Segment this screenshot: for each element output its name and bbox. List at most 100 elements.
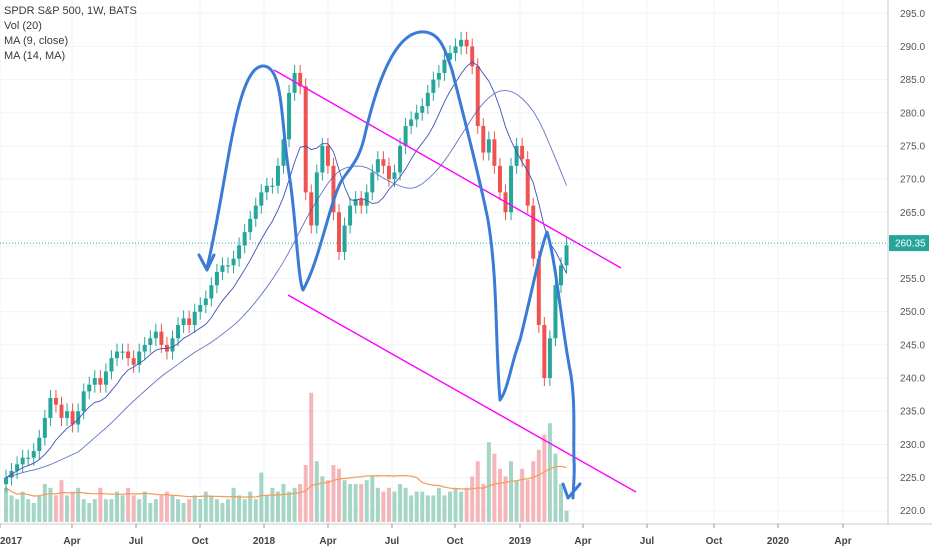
- candle-body: [26, 457, 31, 459]
- candle-body: [509, 165, 514, 213]
- candle-body: [103, 371, 108, 385]
- volume-bar: [492, 453, 497, 522]
- volume-bar: [109, 499, 114, 522]
- candle-body: [137, 351, 142, 365]
- volume-bar: [448, 491, 452, 522]
- volume-bar: [59, 480, 64, 522]
- y-tick-label: 235.0: [900, 407, 925, 418]
- volume-bar: [242, 499, 247, 522]
- candle-body: [303, 86, 308, 193]
- legend-volume[interactable]: Vol (20): [4, 20, 42, 32]
- volume-bar: [220, 503, 225, 522]
- candle-body: [337, 212, 341, 253]
- volume-bar: [137, 499, 142, 522]
- candle-body: [492, 139, 497, 166]
- volume-bar: [259, 472, 264, 522]
- candle-body: [259, 192, 264, 206]
- current-price-tag: [889, 235, 929, 252]
- x-tick-label: Apr: [574, 536, 591, 547]
- legend-ma-ma[interactable]: MA (14, MA): [4, 50, 66, 62]
- volume-bar: [470, 476, 475, 522]
- candle-body: [448, 53, 452, 60]
- legend: SPDR S&P 500, 1W, BATS Vol (20) MA (9, c…: [4, 4, 137, 64]
- candle-body: [131, 358, 136, 365]
- x-tick-label: 2017: [0, 536, 23, 547]
- volume-bar: [142, 491, 147, 522]
- candle-body: [409, 119, 414, 127]
- ma-14-line: [5, 89, 567, 479]
- price-axis-bg: [888, 0, 932, 550]
- volume-bar: [542, 434, 547, 522]
- volume-bar: [303, 465, 308, 522]
- x-tick-label: 2019: [509, 536, 532, 547]
- candle-body: [153, 331, 158, 339]
- volume-bar: [264, 495, 269, 522]
- candle-body: [220, 265, 225, 272]
- y-tick-label: 285.0: [900, 75, 925, 86]
- volume-bar: [292, 487, 297, 522]
- volume-bar: [536, 449, 541, 522]
- volume-bar: [214, 499, 219, 522]
- volume-bar: [398, 484, 403, 522]
- candle-body: [514, 145, 519, 166]
- volume-bar: [192, 495, 197, 522]
- volume-bar: [459, 491, 464, 522]
- x-tick-label: Oct: [192, 536, 209, 547]
- candle-body: [192, 311, 197, 326]
- candle-body: [398, 145, 403, 173]
- candle-body: [314, 172, 319, 226]
- volume-bar: [253, 499, 258, 522]
- candle-body: [142, 344, 147, 352]
- candle-body: [453, 46, 458, 54]
- candle-body: [81, 391, 86, 412]
- candle-body: [464, 39, 469, 47]
- candle-body: [342, 225, 347, 253]
- volume-bar: [126, 487, 131, 522]
- candle-body: [470, 46, 475, 67]
- volume-bar: [325, 480, 330, 522]
- candle-body: [287, 92, 292, 140]
- candle-body: [53, 397, 58, 405]
- x-tick-label: Apr: [319, 536, 336, 547]
- candle-body: [348, 205, 353, 226]
- candle-body: [42, 417, 47, 438]
- volume-bar: [375, 487, 380, 522]
- candle-body: [414, 112, 419, 120]
- candle-body: [264, 185, 269, 193]
- candle-body: [386, 165, 391, 180]
- candle-body: [542, 325, 547, 379]
- candle-body: [115, 351, 119, 359]
- volume-bar: [497, 468, 502, 522]
- candle-body: [214, 271, 219, 286]
- volume-bar: [298, 484, 303, 522]
- x-tick-label: Jul: [640, 536, 655, 547]
- candle-body: [65, 411, 70, 418]
- volume-bar: [314, 461, 319, 522]
- candle-body: [486, 139, 491, 153]
- arrow-head-left: [197, 253, 216, 272]
- candle-body: [20, 457, 25, 465]
- candle-body: [381, 159, 386, 166]
- volume-bar: [281, 484, 286, 522]
- volume-bar: [564, 510, 569, 522]
- y-tick-label: 240.0: [900, 374, 925, 385]
- legend-symbol[interactable]: SPDR S&P 500, 1W, BATS: [4, 5, 137, 17]
- volume-bar: [420, 491, 425, 522]
- candle-body: [403, 126, 408, 146]
- candle-body: [31, 451, 36, 458]
- x-tick-label: 2020: [767, 536, 790, 547]
- volume-bar: [226, 499, 230, 522]
- volume-bar: [153, 499, 158, 522]
- volume-bar: [414, 491, 419, 522]
- y-tick-label: 245.0: [900, 340, 925, 351]
- volume-bar: [31, 503, 36, 522]
- legend-ma-close[interactable]: MA (9, close): [4, 35, 69, 47]
- candle-body: [270, 185, 275, 187]
- volume-bar: [514, 480, 519, 522]
- candle-body: [564, 245, 569, 266]
- candle-body: [520, 145, 525, 160]
- candle-body: [298, 72, 303, 87]
- volume-bar: [181, 503, 186, 522]
- candle-body: [92, 378, 97, 385]
